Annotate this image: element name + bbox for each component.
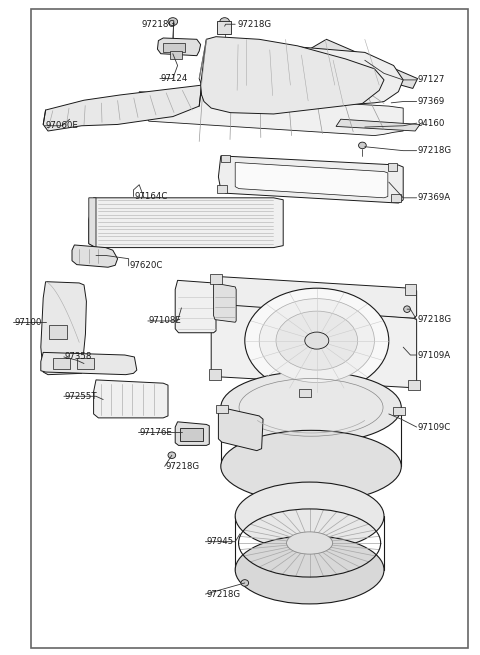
Text: 97255T: 97255T — [65, 392, 97, 401]
Bar — [209, 369, 221, 380]
Text: 97945: 97945 — [206, 537, 234, 546]
Polygon shape — [218, 156, 403, 203]
Polygon shape — [305, 39, 418, 88]
Text: 97164C: 97164C — [134, 192, 168, 201]
Bar — [388, 163, 397, 171]
Bar — [53, 358, 70, 369]
Polygon shape — [218, 407, 263, 451]
Bar — [170, 51, 182, 59]
Polygon shape — [214, 276, 417, 318]
Bar — [210, 274, 222, 284]
Text: 97218G: 97218G — [418, 315, 452, 324]
Ellipse shape — [235, 536, 384, 604]
Ellipse shape — [241, 580, 249, 586]
Polygon shape — [41, 282, 86, 375]
Polygon shape — [43, 85, 202, 131]
Ellipse shape — [298, 537, 322, 549]
Text: 97127: 97127 — [418, 75, 445, 84]
Text: 97218G: 97218G — [418, 146, 452, 155]
Bar — [217, 21, 231, 34]
Polygon shape — [214, 283, 236, 322]
Polygon shape — [139, 92, 403, 136]
Ellipse shape — [235, 482, 384, 550]
Text: 97060E: 97060E — [46, 121, 78, 130]
Bar — [221, 155, 230, 162]
Text: 97369: 97369 — [418, 97, 445, 106]
Text: 97218G: 97218G — [238, 20, 272, 29]
Text: 97369A: 97369A — [418, 193, 451, 202]
Polygon shape — [175, 422, 209, 445]
Ellipse shape — [168, 18, 178, 26]
Polygon shape — [41, 352, 137, 375]
Text: 97108E: 97108E — [149, 316, 181, 326]
Bar — [408, 380, 420, 390]
Bar — [393, 407, 405, 415]
Ellipse shape — [168, 452, 176, 458]
Polygon shape — [89, 198, 283, 248]
Polygon shape — [94, 380, 168, 418]
Text: 97109C: 97109C — [418, 422, 451, 432]
Polygon shape — [201, 37, 384, 114]
Polygon shape — [211, 304, 417, 388]
Bar — [405, 284, 416, 295]
Ellipse shape — [404, 306, 410, 312]
Text: 97358: 97358 — [65, 352, 92, 362]
Polygon shape — [175, 280, 216, 333]
Ellipse shape — [259, 299, 374, 383]
Ellipse shape — [305, 332, 329, 349]
Polygon shape — [157, 38, 201, 56]
Polygon shape — [72, 245, 118, 267]
Bar — [77, 358, 94, 369]
Text: 97109A: 97109A — [418, 350, 451, 360]
Bar — [163, 43, 185, 52]
Polygon shape — [336, 119, 420, 131]
Text: 97124: 97124 — [161, 74, 188, 83]
Text: 97218G: 97218G — [141, 20, 175, 29]
Bar — [180, 428, 203, 441]
Text: 97100: 97100 — [14, 318, 42, 327]
Ellipse shape — [287, 532, 333, 554]
Ellipse shape — [220, 18, 229, 26]
Ellipse shape — [276, 311, 358, 370]
Bar — [216, 405, 228, 413]
Ellipse shape — [221, 371, 401, 443]
Text: 94160: 94160 — [418, 119, 445, 128]
Bar — [49, 325, 67, 339]
Polygon shape — [235, 162, 388, 198]
Text: 97620C: 97620C — [130, 261, 163, 271]
Polygon shape — [199, 39, 403, 103]
Bar — [299, 389, 311, 397]
Bar — [391, 194, 401, 202]
Text: 97218G: 97218G — [206, 590, 240, 599]
Ellipse shape — [359, 142, 366, 149]
Ellipse shape — [221, 430, 401, 502]
Polygon shape — [89, 198, 96, 248]
Ellipse shape — [245, 288, 389, 393]
Text: 97218G: 97218G — [166, 462, 200, 471]
Text: 97176E: 97176E — [139, 428, 172, 437]
Bar — [217, 185, 227, 193]
